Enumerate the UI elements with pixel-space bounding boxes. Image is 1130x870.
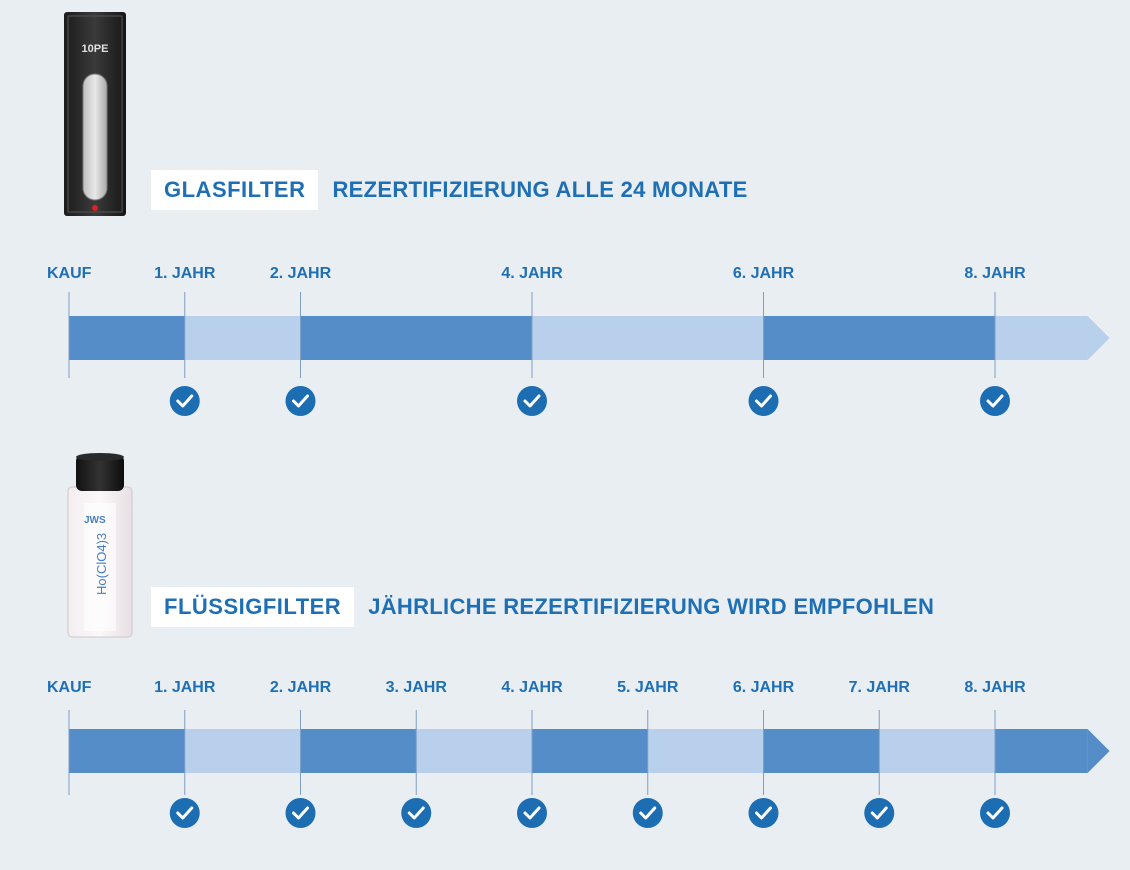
timeline-segment xyxy=(879,729,995,773)
timeline-segment xyxy=(532,316,764,360)
timeline-marker-label: 6. JAHR xyxy=(733,679,795,696)
liquid-cuvette-text: Ho(ClO4)3 xyxy=(94,533,109,595)
timeline-segment xyxy=(995,316,1088,360)
timeline-segment xyxy=(763,316,995,360)
fluessigfilter-timeline: KAUF 1. JAHR 2. JAHR 3. JAHR 4. JAHR 5. JAHR 6… xyxy=(0,435,1130,870)
liquid-cuvette-logo: JWS xyxy=(84,515,106,526)
liquid-cuvette-image: JWS Ho(ClO4)3 xyxy=(67,453,133,638)
timeline-marker-label: 4. JAHR xyxy=(501,679,563,696)
fluessigfilter-section: JWS Ho(ClO4)3 FLÜSSIGFILTER JÄHRLICHE RE… xyxy=(0,435,1130,870)
timeline-segment xyxy=(647,729,764,773)
timeline-marker-label: 2. JAHR xyxy=(270,265,332,282)
glass-cuvette-image: 10PE xyxy=(64,12,126,216)
timeline-marker-label: 4. JAHR xyxy=(501,265,563,282)
timeline-marker-label: KAUF xyxy=(47,265,92,282)
check-icon xyxy=(632,798,663,828)
timeline-segment xyxy=(995,729,1088,773)
glasfilter-description: REZERTIFIZIERUNG ALLE 24 MONATE xyxy=(332,177,748,202)
check-icon xyxy=(169,798,200,828)
timeline-marker-label: 7. JAHR xyxy=(849,679,911,696)
glasfilter-label: GLASFILTER xyxy=(151,170,319,210)
timeline-segment xyxy=(184,316,301,360)
check-icon xyxy=(517,798,547,828)
glasfilter-section: 10PE GLASFILTER REZERTIFIZIERUNG ALLE 24… xyxy=(47,12,1110,416)
timeline-marker-label: 8. JAHR xyxy=(964,679,1026,696)
timeline-segment xyxy=(416,729,532,773)
timeline-marker-label: 6. JAHR xyxy=(733,265,795,282)
check-icon xyxy=(517,386,547,416)
timeline-arrow-head xyxy=(1087,316,1110,360)
timeline-segment xyxy=(69,316,185,360)
glass-cuvette-text: 10PE xyxy=(82,43,109,55)
timeline-segment xyxy=(184,729,301,773)
glasfilter-timeline-svg: KAUF 1. JAHR 2. JAHR 4. JAHR 6. JAHR 8. JAHR xyxy=(47,265,1110,416)
check-icon xyxy=(864,798,895,828)
check-icon xyxy=(748,386,779,416)
check-icon xyxy=(980,798,1010,828)
check-icon xyxy=(285,386,316,416)
timeline-segment xyxy=(300,729,417,773)
timeline-segment xyxy=(69,729,185,773)
timeline-arrow-head xyxy=(1087,729,1110,773)
timeline-marker-label: 2. JAHR xyxy=(270,679,332,696)
timeline-marker-label: 5. JAHR xyxy=(617,679,679,696)
check-icon xyxy=(169,386,200,416)
fluessigfilter-title-row: FLÜSSIGFILTER JÄHRLICHE REZERTIFIZIERUNG… xyxy=(151,587,934,627)
timeline-marker-label: 1. JAHR xyxy=(154,679,216,696)
fluessigfilter-description: JÄHRLICHE REZERTIFIZIERUNG WIRD EMPFOHLE… xyxy=(368,594,935,619)
timeline-marker-label: KAUF xyxy=(47,679,92,696)
timeline-segment xyxy=(300,316,532,360)
fluessigfilter-label: FLÜSSIGFILTER xyxy=(151,587,355,627)
timeline-marker-label: 8. JAHR xyxy=(964,265,1026,282)
check-icon xyxy=(285,798,316,828)
glasfilter-title-row: GLASFILTER REZERTIFIZIERUNG ALLE 24 MONA… xyxy=(151,170,748,210)
timeline-marker-label: 1. JAHR xyxy=(154,265,216,282)
fluessigfilter-timeline-svg: KAUF 1. JAHR 2. JAHR 3. JAHR 4. JAHR 5. JAHR 6… xyxy=(47,679,1110,828)
check-icon xyxy=(748,798,779,828)
timeline-segment xyxy=(532,729,648,773)
check-icon xyxy=(980,386,1010,416)
check-icon xyxy=(401,798,432,828)
timeline-segment xyxy=(763,729,880,773)
timeline-marker-label: 3. JAHR xyxy=(386,679,448,696)
glasfilter-timeline: KAUF 1. JAHR 2. JAHR 4. JAHR 6. JAHR 8. JAHR xyxy=(47,265,1110,416)
